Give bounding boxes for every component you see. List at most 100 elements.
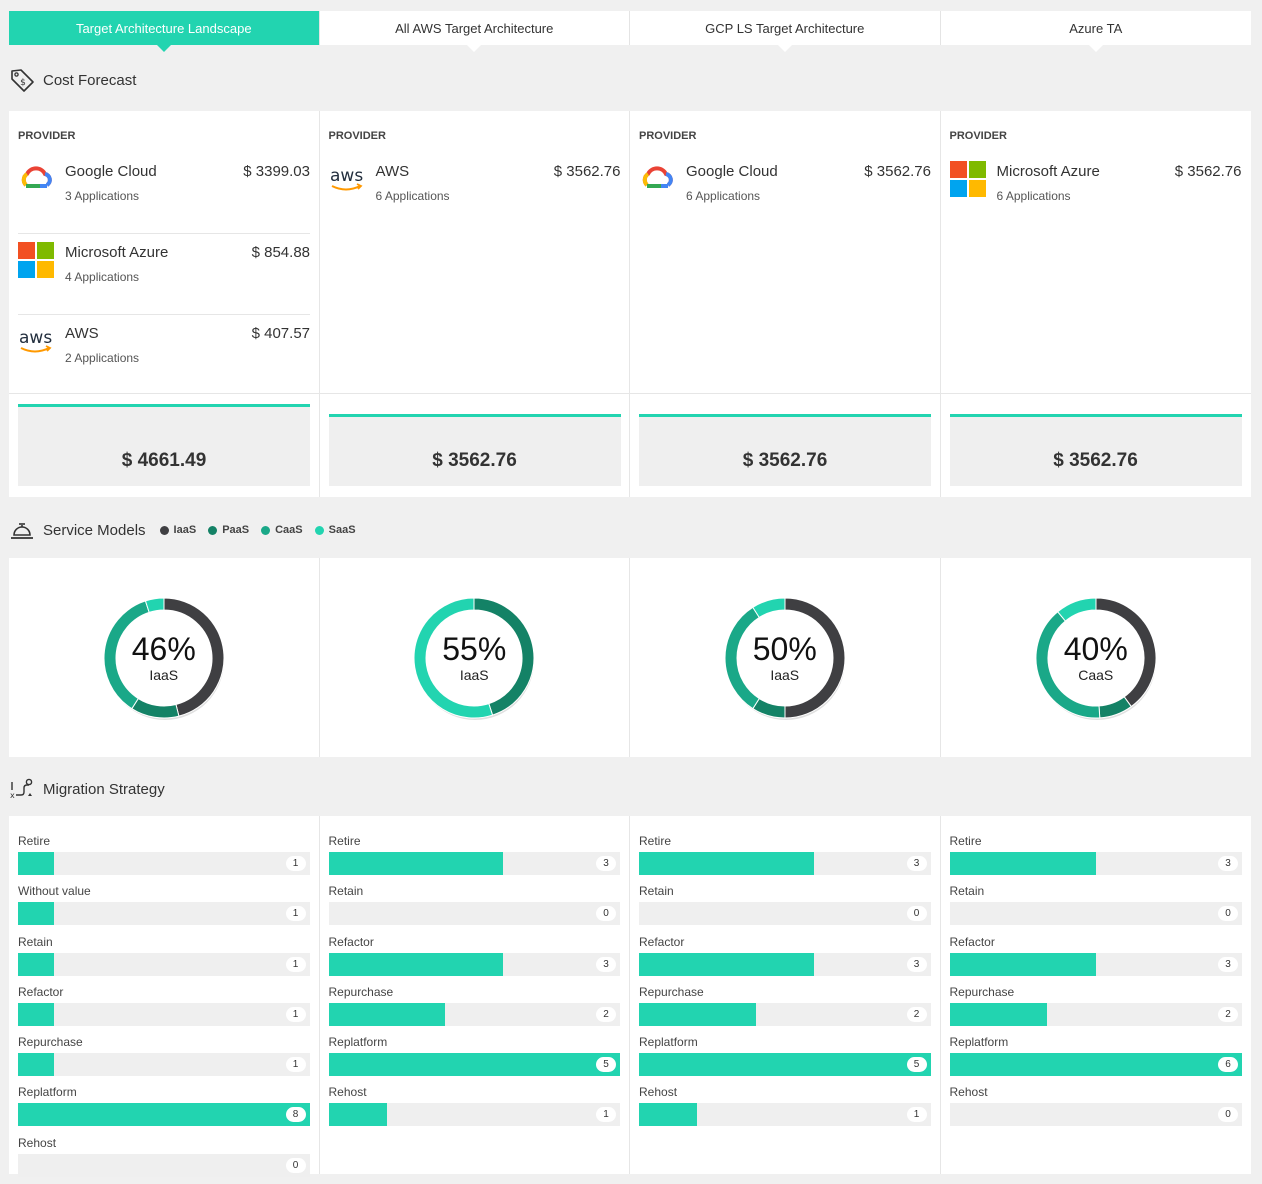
- total-cost-box: $ 3562.76: [949, 414, 1242, 486]
- migration-bar-track[interactable]: 1: [18, 902, 310, 926]
- migration-bar-track[interactable]: 6: [949, 1053, 1242, 1077]
- tab-gcp-ls-target-architecture[interactable]: GCP LS Target Architecture: [630, 11, 941, 52]
- migration-bar-track[interactable]: 0: [328, 902, 620, 926]
- donut-chart[interactable]: 50% IaaS: [715, 588, 855, 728]
- migration-count-badge: 0: [1218, 1107, 1238, 1123]
- migration-count-badge: 0: [906, 906, 927, 922]
- aws-logo: aws: [329, 161, 365, 197]
- legend-item-caas: CaaS: [261, 524, 303, 536]
- migration-bar-track[interactable]: 0: [949, 902, 1242, 926]
- provider-row: Google Cloud 6 Applications $ 3562.76: [639, 153, 931, 234]
- migration-bar-fill: [18, 1053, 55, 1077]
- donut-percent: 40%: [1063, 630, 1128, 667]
- migration-label: Retain: [639, 884, 674, 899]
- migration-label: Replatform: [18, 1085, 77, 1100]
- migration-label: Without value: [18, 884, 91, 899]
- migration-count-badge: 1: [285, 956, 306, 972]
- migration-bar-track[interactable]: 3: [949, 952, 1242, 976]
- legend-item-iaas: IaaS: [159, 524, 197, 536]
- migration-item: Retire 3: [949, 834, 1242, 884]
- migration-count-badge: 1: [285, 906, 306, 922]
- migration-bar-track[interactable]: 1: [639, 1103, 931, 1127]
- migration-bar-track[interactable]: 2: [949, 1002, 1242, 1026]
- migration-bar-track[interactable]: 0: [639, 902, 931, 926]
- aws-logo: aws: [18, 323, 54, 359]
- migration-count-badge: 3: [596, 956, 616, 972]
- donut-chart[interactable]: 55% IaaS: [404, 588, 544, 728]
- migration-bar-fill: [18, 902, 55, 926]
- tab-azure-ta[interactable]: Azure TA: [940, 11, 1251, 52]
- tab-target-architecture-landscape[interactable]: Target Architecture Landscape: [9, 11, 320, 52]
- provider-applications: 2 Applications: [65, 351, 140, 365]
- migration-bar-track[interactable]: 5: [328, 1053, 620, 1077]
- migration-bar-track[interactable]: 3: [328, 952, 620, 976]
- migration-count-badge: 5: [596, 1057, 616, 1073]
- migration-count-badge: 3: [596, 856, 616, 871]
- provider-applications: 3 Applications: [65, 189, 140, 203]
- migration-bar-fill: [639, 852, 814, 875]
- migration-item: Rehost 1: [639, 1085, 931, 1135]
- migration-column: Retire 3 Retain 0 Refactor 3 Repurchase 2 Replat…: [630, 816, 941, 1174]
- migration-bar-track[interactable]: 1: [18, 1002, 310, 1026]
- divider: [319, 393, 629, 394]
- donut-percent: 46%: [131, 630, 196, 667]
- migration-label: Rehost: [639, 1085, 678, 1100]
- migration-bar-track[interactable]: 2: [328, 1002, 620, 1026]
- tab-all-aws-target-architecture[interactable]: All AWS Target Architecture: [319, 11, 630, 52]
- migration-count-badge: 3: [1218, 956, 1238, 972]
- migration-strategy-header: x Migration Strategy: [9, 776, 165, 802]
- service-models-panel: 46% IaaS 55% IaaS 50% IaaS 40% Ca: [9, 558, 1251, 757]
- migration-item: Refactor 3: [328, 935, 620, 985]
- cost-column: PROVIDER Microsoft Azure 6 Applications …: [940, 111, 1251, 497]
- migration-bar-track[interactable]: 3: [328, 852, 620, 875]
- migration-bar-track[interactable]: 1: [18, 952, 310, 976]
- legend-label: PaaS: [222, 524, 250, 536]
- migration-count-badge: 1: [285, 1006, 306, 1022]
- cost-forecast-title: Cost Forecast: [43, 71, 137, 89]
- route-strategy-icon: x: [9, 776, 35, 802]
- provider-cost: $ 3562.76: [864, 163, 931, 180]
- migration-bar-track[interactable]: 1: [18, 852, 310, 875]
- provider-cost: $ 3562.76: [1174, 163, 1242, 180]
- migration-bar-track[interactable]: 3: [639, 952, 931, 976]
- migration-bar-track[interactable]: 0: [18, 1153, 310, 1177]
- legend-label: IaaS: [173, 524, 197, 536]
- provider-applications: 6 Applications: [686, 189, 761, 203]
- tab-bar: Target Architecture Landscape All AWS Ta…: [9, 11, 1251, 52]
- migration-bar-track[interactable]: 1: [18, 1053, 310, 1077]
- google-cloud-logo: [18, 161, 54, 197]
- migration-bar-track[interactable]: 0: [949, 1103, 1242, 1127]
- provider-cost: $ 3562.76: [553, 163, 621, 180]
- migration-label: Retire: [639, 834, 672, 848]
- migration-bar-fill: [639, 1053, 931, 1077]
- total-cost-box: $ 4661.49: [18, 404, 310, 486]
- migration-bar-fill: [18, 952, 55, 976]
- donut-chart[interactable]: 40% CaaS: [1026, 588, 1166, 728]
- migration-label: Retire: [18, 834, 51, 848]
- donut-label: IaaS: [459, 666, 489, 683]
- migration-label: Retain: [18, 934, 53, 949]
- migration-bar-fill: [18, 1002, 55, 1026]
- migration-column: Retire 3 Retain 0 Refactor 3 Repurchase 2 Replat…: [320, 816, 630, 1174]
- migration-bar-track[interactable]: 3: [639, 852, 931, 875]
- migration-bar-track[interactable]: 3: [949, 852, 1242, 875]
- migration-item: Retain 0: [949, 884, 1242, 934]
- migration-strategy-panel: Retire 1 Without value 1 Retain 1 Refactor 1 Rep…: [9, 816, 1251, 1177]
- cost-forecast-panel: PROVIDER Google Cloud 3 Applications $ 3…: [9, 111, 1251, 497]
- migration-bar-fill: [328, 852, 504, 875]
- migration-bar-fill: [949, 1053, 1242, 1077]
- migration-bar-fill: [949, 952, 1096, 976]
- provider-name: Microsoft Azure: [996, 163, 1100, 180]
- migration-bar-track[interactable]: 5: [639, 1053, 931, 1077]
- migration-count-badge: 6: [1218, 1057, 1238, 1073]
- migration-bar-track[interactable]: 8: [18, 1103, 310, 1127]
- migration-count-badge: 1: [285, 1057, 306, 1073]
- migration-item: Refactor 3: [639, 935, 931, 985]
- migration-bar-track[interactable]: 2: [639, 1002, 931, 1026]
- donut-chart[interactable]: 46% IaaS: [94, 588, 234, 728]
- svg-text:aws: aws: [19, 328, 52, 348]
- migration-label: Rehost: [18, 1135, 57, 1150]
- donut-label: IaaS: [149, 666, 179, 683]
- migration-bar-track[interactable]: 1: [328, 1103, 620, 1127]
- migration-item: Repurchase 1: [18, 1035, 310, 1085]
